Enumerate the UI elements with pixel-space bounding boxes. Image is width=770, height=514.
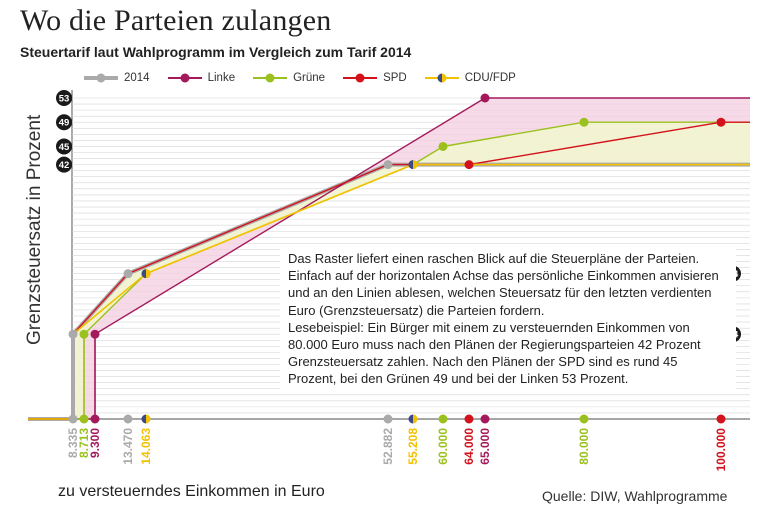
info-paragraph-2: Lesebeispiel: Ein Bürger mit einem zu ve…: [288, 319, 701, 387]
data-point-gr-ne: [438, 141, 448, 151]
x-tick-dot: [68, 414, 78, 424]
x-tick-dot: [464, 414, 474, 424]
x-tick-label: 13.470: [121, 428, 135, 465]
legend-swatch-2014: [84, 73, 118, 83]
x-tick-label: 52.882: [381, 428, 395, 465]
data-point-cdu-fdp: [413, 160, 418, 170]
x-tick-label: 65.000: [478, 428, 492, 465]
x-tick-label: 8.713: [77, 428, 91, 458]
info-paragraph-1: Das Raster liefert einen raschen Blick a…: [288, 251, 719, 318]
x-tick-label: 9.300: [88, 428, 102, 458]
area-gruene: [28, 122, 750, 419]
x-tick-dot: [123, 414, 133, 424]
x-tick-dot: [413, 414, 418, 424]
data-point-2014: [68, 329, 78, 339]
data-point-linke: [90, 329, 100, 339]
chart-title: Wo die Parteien zulangen: [20, 4, 332, 37]
legend-item-linke: Linke: [167, 70, 236, 86]
x-tick-label: 60.000: [436, 428, 450, 465]
x-tick-dot: [716, 414, 726, 424]
x-tick-dot: [438, 414, 448, 424]
legend-swatch-linke: [167, 73, 202, 83]
x-tick-dot: [90, 414, 100, 424]
x-tick-dot: [146, 414, 151, 424]
legend-label-spd: SPD: [383, 72, 407, 84]
data-point-gr-ne: [579, 117, 589, 127]
y-tick-badge: [56, 156, 72, 173]
y-tick-badge: [56, 90, 72, 106]
legend-item-gruene: Grüne: [253, 70, 325, 86]
x-tick-label: 55.208: [406, 428, 420, 465]
legend-label-linke: Linke: [207, 72, 236, 84]
info-box: Das Raster liefert einen raschen Blick a…: [280, 244, 736, 394]
y-tick-label: 45: [59, 142, 70, 153]
x-tick-label: 80.000: [577, 428, 591, 465]
legend-item-spd: SPD: [343, 70, 407, 86]
data-point-2014: [383, 160, 393, 170]
y-tick-label: 53: [59, 94, 70, 105]
data-point-cdu-fdp: [146, 269, 151, 279]
legend-item-2014: 2014: [84, 70, 150, 86]
x-tick-dot: [480, 414, 490, 424]
data-point-linke: [480, 93, 490, 103]
data-point-cdu-fdp: [141, 269, 146, 279]
y-tick-label: 42: [59, 160, 70, 171]
x-tick-dot: [408, 414, 413, 424]
x-tick-label: 64.000: [462, 428, 476, 465]
legend: 2014 Linke Grüne SPD CDU/FDP: [84, 70, 516, 86]
source-note: Quelle: DIW, Wahlprogramme: [542, 488, 728, 504]
x-axis-label: zu versteuerndes Einkommen in Euro: [58, 483, 325, 500]
x-tick-dot: [79, 414, 89, 424]
legend-swatch-gruene: [253, 73, 288, 83]
chart-subtitle: Steuertarif laut Wahlprogramm im Verglei…: [20, 44, 412, 60]
data-point-spd: [464, 160, 474, 170]
data-point-gr-ne: [79, 329, 89, 339]
legend-label-cdu-fdp: CDU/FDP: [464, 72, 516, 84]
legend-swatch-spd: [343, 73, 378, 83]
y-tick-label: 49: [59, 118, 70, 129]
data-point-spd: [716, 117, 726, 127]
x-tick-label: 14.063: [139, 428, 153, 465]
legend-swatch-cdu-fdp: [424, 73, 459, 83]
legend-item-cdu-fdp: CDU/FDP: [424, 70, 516, 86]
data-point-2014: [123, 269, 133, 279]
y-axis-label: Grenzsteuersatz in Prozent: [24, 114, 45, 345]
y-tick-badge: [56, 138, 72, 155]
x-tick-label: 100.000: [714, 428, 728, 472]
x-tick-dot: [141, 414, 146, 424]
legend-label-2014: 2014: [124, 72, 150, 84]
x-tick-dot: [579, 414, 589, 424]
y-tick-badge: [56, 114, 72, 131]
x-tick-label: 8.335: [66, 428, 80, 458]
x-tick-dot: [383, 414, 393, 424]
data-point-cdu-fdp: [408, 160, 413, 170]
legend-label-gruene: Grüne: [293, 72, 326, 84]
